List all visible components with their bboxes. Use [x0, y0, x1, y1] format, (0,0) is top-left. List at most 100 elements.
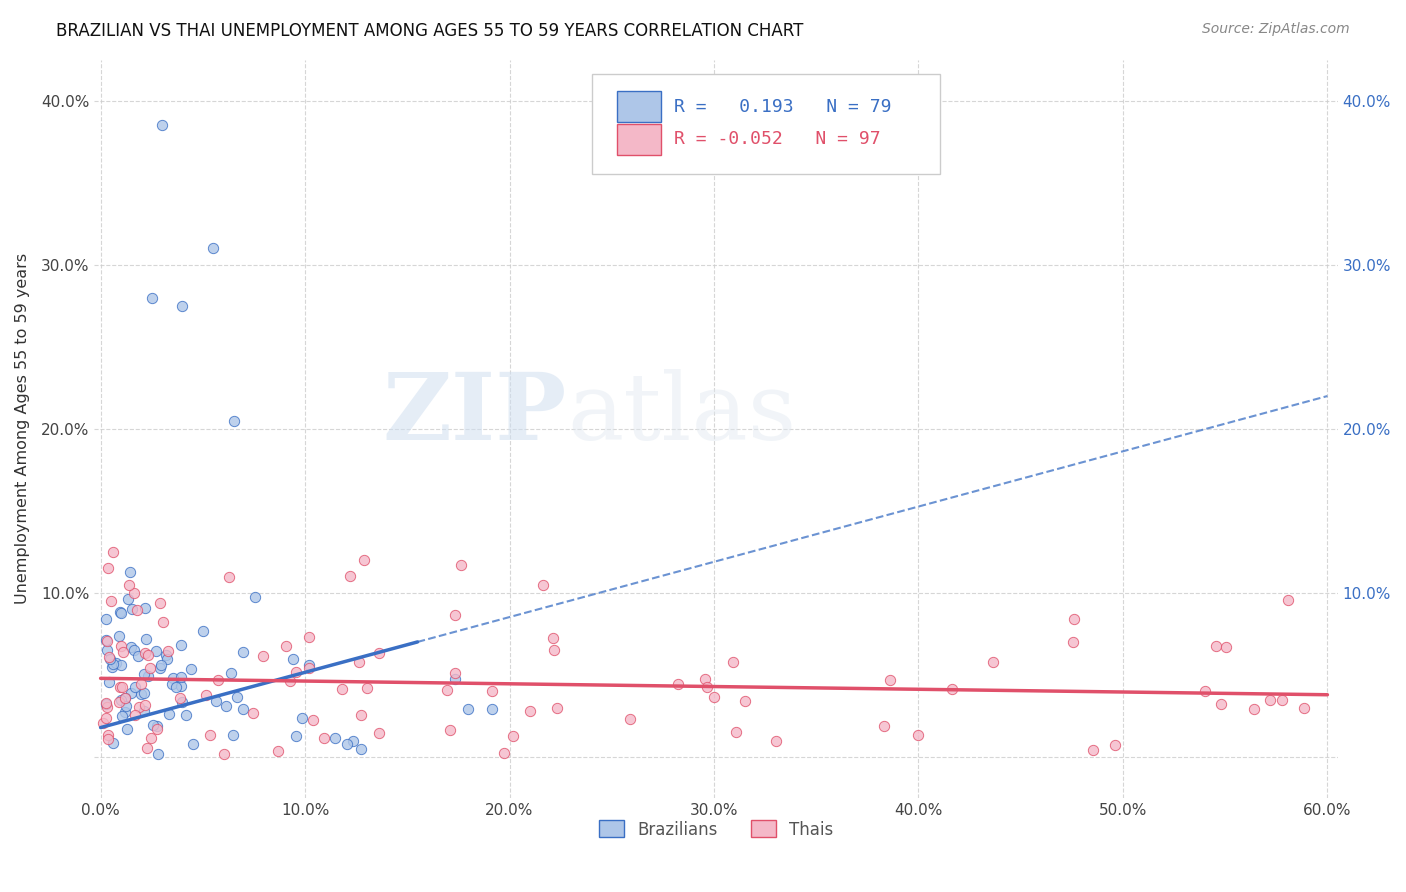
Point [134, 646, 156, 660]
Point [165, 680, 187, 694]
Point [120, 640, 142, 654]
Point [1104, 738, 1126, 752]
Point [108, 629, 131, 643]
Point [252, 648, 274, 663]
Point [121, 602, 143, 616]
Point [302, 713, 325, 727]
Point [519, 704, 541, 718]
Point [134, 667, 156, 681]
Point [150, 118, 173, 132]
Point [96, 699, 118, 714]
Point [298, 661, 321, 675]
Point [136, 740, 159, 755]
Point [1258, 692, 1281, 706]
Point [267, 744, 290, 758]
Point [350, 742, 373, 756]
Point [693, 672, 716, 686]
Point [132, 686, 155, 700]
Point [356, 681, 378, 695]
Point [436, 683, 458, 698]
Point [101, 660, 124, 674]
Point [156, 652, 179, 666]
Point [668, 677, 690, 691]
Point [323, 731, 346, 746]
Point [97, 731, 120, 746]
Point [1194, 684, 1216, 698]
Text: Source: ZipAtlas.com: Source: ZipAtlas.com [1202, 22, 1350, 37]
Point [298, 657, 321, 672]
Point [347, 656, 370, 670]
Point [444, 608, 467, 623]
Point [114, 691, 136, 706]
Point [457, 701, 479, 715]
Point [1292, 701, 1315, 715]
Point [242, 706, 264, 721]
Point [181, 737, 204, 751]
Point [212, 747, 235, 761]
Point [226, 690, 249, 705]
Point [765, 734, 787, 748]
Point [96, 633, 118, 648]
Point [134, 704, 156, 718]
Point [232, 645, 254, 659]
Point [111, 709, 134, 723]
Point [108, 680, 131, 694]
Point [115, 722, 138, 736]
Point [115, 699, 138, 714]
Point [312, 731, 335, 745]
Point [696, 680, 718, 694]
Point [1081, 743, 1104, 757]
Point [367, 646, 389, 660]
Point [1215, 640, 1237, 655]
Point [339, 569, 361, 583]
Text: R =   0.193   N = 79: R = 0.193 N = 79 [673, 98, 891, 116]
Point [336, 738, 359, 752]
Point [157, 706, 180, 721]
Point [194, 688, 217, 702]
Point [91, 715, 114, 730]
Point [94, 698, 117, 712]
Point [541, 632, 564, 646]
Point [879, 673, 901, 687]
Point [136, 648, 159, 662]
Point [141, 291, 163, 305]
Point [104, 656, 127, 670]
Point [502, 729, 524, 743]
Text: ZIP: ZIP [382, 369, 567, 459]
Point [170, 638, 193, 652]
Point [100, 594, 122, 608]
Point [136, 668, 159, 682]
Point [207, 673, 229, 687]
Point [191, 624, 214, 639]
Point [205, 694, 228, 708]
Point [94, 697, 117, 711]
Point [146, 747, 169, 762]
Point [284, 665, 307, 679]
Point [111, 680, 134, 694]
Point [125, 603, 148, 617]
Point [444, 672, 467, 686]
Point [108, 606, 131, 620]
Point [172, 299, 194, 313]
Point [172, 696, 194, 710]
Point [97, 728, 120, 742]
Point [169, 691, 191, 706]
Point [134, 698, 156, 712]
Point [350, 707, 373, 722]
Point [97, 649, 120, 664]
Point [281, 652, 304, 666]
Point [149, 597, 172, 611]
Point [94, 612, 117, 626]
Point [619, 712, 641, 726]
Point [439, 723, 461, 737]
Point [128, 699, 150, 714]
Point [298, 630, 321, 644]
Point [100, 652, 122, 666]
Point [114, 691, 136, 706]
Point [723, 655, 745, 669]
Y-axis label: Unemployment Among Ages 55 to 59 years: Unemployment Among Ages 55 to 59 years [15, 253, 30, 605]
Point [222, 414, 245, 428]
Point [139, 661, 162, 675]
Point [117, 591, 139, 606]
Text: atlas: atlas [567, 369, 796, 459]
